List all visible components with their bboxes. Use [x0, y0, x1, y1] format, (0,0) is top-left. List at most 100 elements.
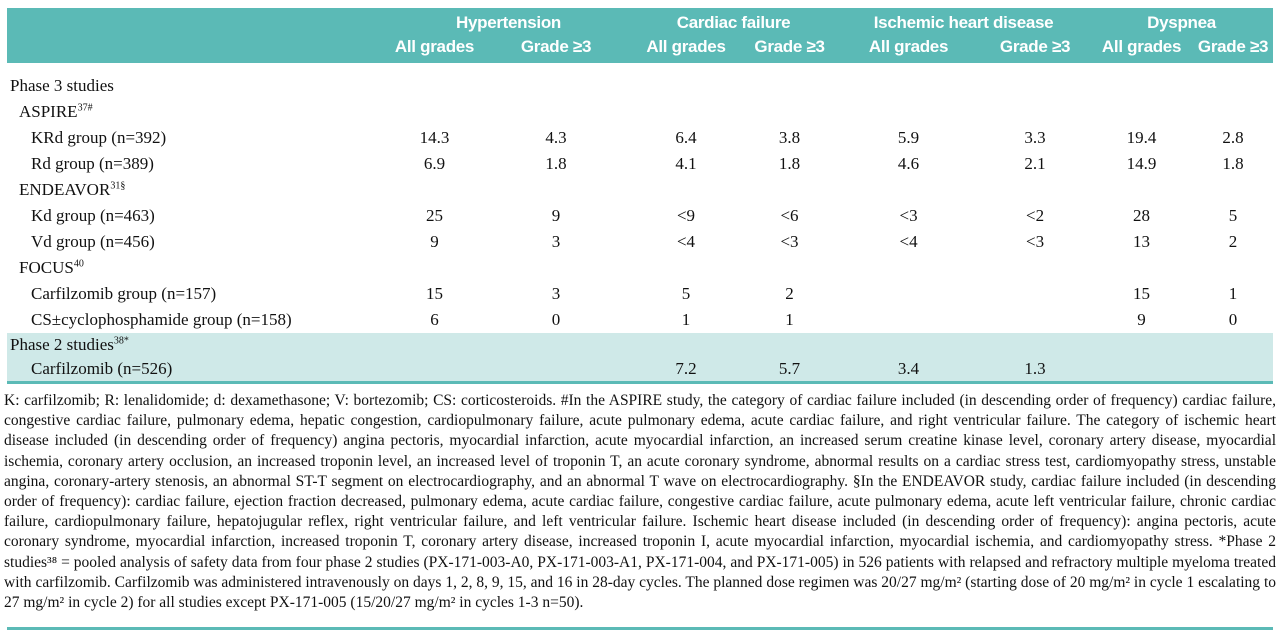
row-label-text: Vd group (n=456): [31, 232, 155, 251]
value-cell: [482, 177, 630, 203]
row-label: Kd group (n=463): [7, 203, 387, 229]
row-label-text: Kd group (n=463): [31, 206, 155, 225]
table-row: Phase 3 studies: [7, 63, 1273, 99]
value-cell: 4.1: [675, 154, 697, 173]
value-cell: [482, 255, 630, 281]
value-cell: [980, 281, 1090, 307]
value-cell: [980, 333, 1091, 357]
value-cell: [1193, 357, 1274, 384]
value-cell: 2.1: [1024, 154, 1046, 173]
value-cell: 0: [1228, 310, 1238, 329]
table-header: Hypertension Cardiac failure Ischemic he…: [7, 8, 1274, 63]
table-row: KRd group (n=392) 14.3 4.3 6.4 3.8 5.9 3.3 19.4…: [7, 125, 1273, 151]
value-cell: 13: [1133, 232, 1151, 251]
value-cell: 3.3: [1024, 128, 1046, 147]
value-cell: 0: [551, 310, 561, 329]
value-cell: 4.3: [545, 128, 567, 147]
row-label-text: Phase 2 studies: [10, 335, 114, 354]
row-label: ASPIRE37#: [7, 99, 387, 125]
row-label: CS±cyclophosphamide group (n=158): [7, 307, 387, 333]
value-cell: [837, 255, 980, 281]
header-sub-row: All grades Grade ≥3 All grades Grade ≥3 …: [7, 34, 1274, 63]
value-cell: [630, 333, 743, 357]
value-cell: 3.4: [837, 357, 981, 384]
value-cell: [387, 255, 482, 281]
value-cell: [1090, 99, 1193, 125]
row-label: KRd group (n=392): [7, 125, 387, 151]
value-cell: [387, 333, 482, 357]
value-cell: [980, 307, 1090, 333]
subheader-dyspnea-all-grades: All grades: [1090, 34, 1194, 63]
row-label-text: FOCUS: [19, 258, 74, 277]
subheader-cardiac-failure-all-grades: All grades: [630, 34, 743, 63]
value-cell: [1193, 333, 1274, 357]
row-label: ENDEAVOR31§: [7, 177, 387, 203]
subheader-cardiac-failure-grade3: Grade ≥3: [742, 34, 838, 63]
row-label-text: CS±cyclophosphamide group (n=158): [31, 310, 292, 329]
row-label: Phase 3 studies: [7, 63, 387, 99]
value-cell: 7.2: [630, 357, 743, 384]
value-cell: 9: [1137, 310, 1146, 329]
value-cell: [980, 63, 1090, 99]
value-cell: 1.8: [778, 154, 801, 173]
value-cell: [482, 99, 630, 125]
value-cell: 5.7: [742, 357, 838, 384]
value-cell: [837, 307, 980, 333]
value-cell: 25: [426, 206, 443, 225]
value-cell: 14.3: [419, 128, 450, 147]
header-spacer: [7, 8, 387, 34]
subheader-ischemic-grade3: Grade ≥3: [980, 34, 1091, 63]
header-group-row: Hypertension Cardiac failure Ischemic he…: [7, 8, 1274, 34]
col-group-ischemic-heart-disease: Ischemic heart disease: [837, 8, 1091, 34]
row-label-text: Rd group (n=389): [31, 154, 154, 173]
adverse-events-table: Hypertension Cardiac failure Ischemic he…: [7, 8, 1274, 384]
subheader-dyspnea-grade3: Grade ≥3: [1193, 34, 1274, 63]
row-label: Vd group (n=456): [7, 229, 387, 255]
col-group-dyspnea: Dyspnea: [1090, 8, 1274, 34]
value-cell: [630, 255, 742, 281]
value-cell: [630, 99, 742, 125]
value-cell: [837, 177, 980, 203]
value-cell: [837, 63, 980, 99]
reference-superscript: 40: [73, 258, 84, 270]
value-cell: [387, 99, 482, 125]
value-cell: <3: [780, 232, 799, 251]
row-label-text: ASPIRE: [19, 102, 78, 121]
value-cell: 1.8: [1222, 154, 1244, 173]
header-spacer: [7, 34, 387, 63]
value-cell: <9: [676, 206, 696, 225]
row-label: Phase 2 studies38*: [7, 333, 387, 357]
value-cell: [1193, 63, 1273, 99]
value-cell: 1: [681, 310, 691, 329]
value-cell: <3: [899, 206, 918, 225]
value-cell: 6: [430, 310, 439, 329]
value-cell: 9: [430, 232, 439, 251]
value-cell: [1090, 177, 1193, 203]
bottom-divider: [7, 627, 1273, 630]
value-cell: [630, 177, 742, 203]
value-cell: 1.3: [980, 357, 1091, 384]
value-cell: [837, 281, 980, 307]
table-row: Kd group (n=463) 25 9 <9 <6 <3 <2 28 5: [7, 203, 1273, 229]
table-row: Carfilzomib group (n=157) 15 3 5 2 15 1: [7, 281, 1273, 307]
row-label: Rd group (n=389): [7, 151, 387, 177]
reference-superscript: 37#: [77, 102, 93, 114]
value-cell: 6.9: [423, 154, 446, 173]
value-cell: <4: [676, 232, 696, 251]
value-cell: [1090, 357, 1194, 384]
table-row: ENDEAVOR31§: [7, 177, 1273, 203]
value-cell: [837, 99, 980, 125]
value-cell: 15: [1133, 284, 1151, 303]
value-cell: [1090, 255, 1193, 281]
table-row: Phase 2 studies38*: [7, 333, 1274, 357]
value-cell: [980, 255, 1090, 281]
value-cell: 14.9: [1126, 154, 1157, 173]
reference-superscript: 38*: [113, 335, 129, 347]
table-footnote: K: carfilzomib; R: lenalidomide; d: dexa…: [4, 392, 1276, 612]
value-cell: <6: [780, 206, 799, 225]
row-label-text: Carfilzomib group (n=157): [31, 284, 217, 303]
value-cell: 5: [1228, 206, 1238, 225]
value-cell: [980, 99, 1090, 125]
subheader-hypertension-all-grades: All grades: [387, 34, 482, 63]
